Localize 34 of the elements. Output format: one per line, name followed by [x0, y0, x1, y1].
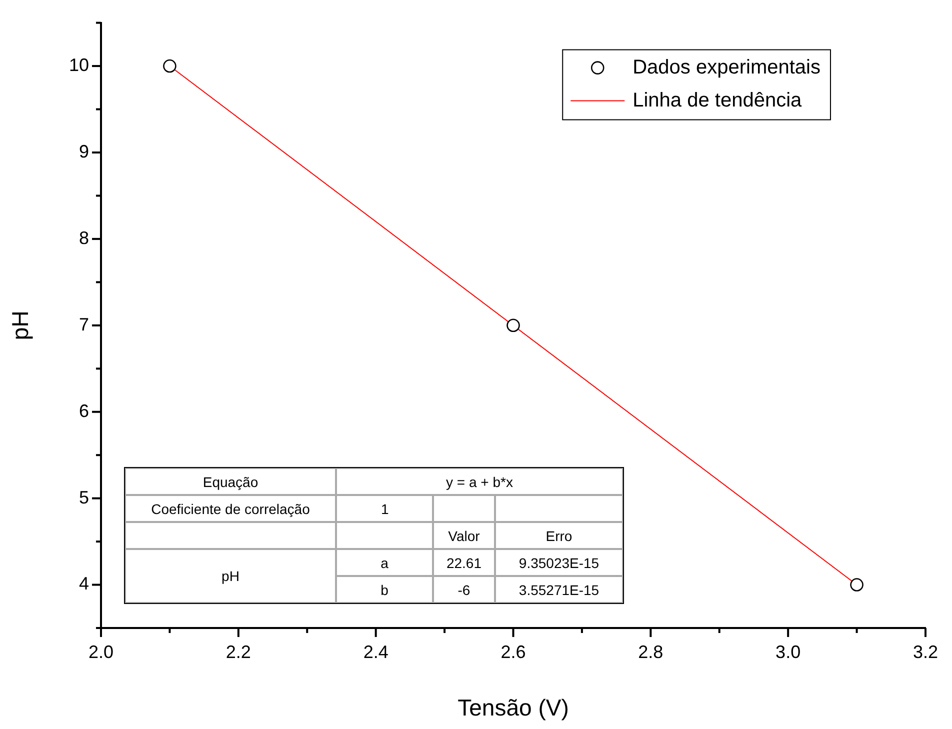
- annotation: y = a + b*x: [336, 468, 623, 495]
- x-tick-label: 2.6: [500, 642, 526, 662]
- annotation: -6: [433, 576, 495, 603]
- annotation: pH: [125, 549, 336, 603]
- x-tick-label: 3.0: [776, 642, 801, 662]
- point: [163, 59, 176, 73]
- legend-label: Dados experimentais: [632, 56, 820, 78]
- annotation: 22.61: [433, 549, 495, 576]
- annotation: 3.55271E-15: [495, 576, 623, 603]
- x-tick-label: 2.4: [363, 642, 388, 662]
- point: [850, 578, 864, 592]
- x-tick-label: 2.0: [88, 642, 114, 662]
- y-tick-label: 6: [78, 400, 89, 421]
- legend-label: Linha de tendência: [632, 89, 803, 112]
- annotation: a: [336, 549, 433, 576]
- annotation: b: [336, 576, 433, 603]
- annotation: Erro: [495, 522, 623, 549]
- x-axis-title: Tensão (V): [458, 694, 569, 721]
- x-tick-label: 2.2: [226, 642, 251, 662]
- y-tick-label: 8: [78, 228, 89, 248]
- annotation: Valor: [433, 522, 495, 549]
- x-tick-label: 2.8: [638, 642, 664, 662]
- point: [506, 318, 520, 332]
- annotation: Equação: [125, 468, 336, 495]
- x-tick-label: 3.2: [912, 642, 938, 662]
- y-tick-label: 4: [78, 574, 89, 594]
- y-axis-title: pH: [7, 310, 34, 340]
- annotation: 9.35023E-15: [495, 549, 623, 576]
- annotation: 1: [336, 495, 433, 522]
- annotation: Coeficiente de correlação: [125, 495, 336, 522]
- y-tick-label: 7: [78, 314, 89, 334]
- y-tick-label: 5: [78, 487, 89, 508]
- y-tick-label: 9: [78, 141, 89, 162]
- y-tick-label: 10: [68, 54, 89, 75]
